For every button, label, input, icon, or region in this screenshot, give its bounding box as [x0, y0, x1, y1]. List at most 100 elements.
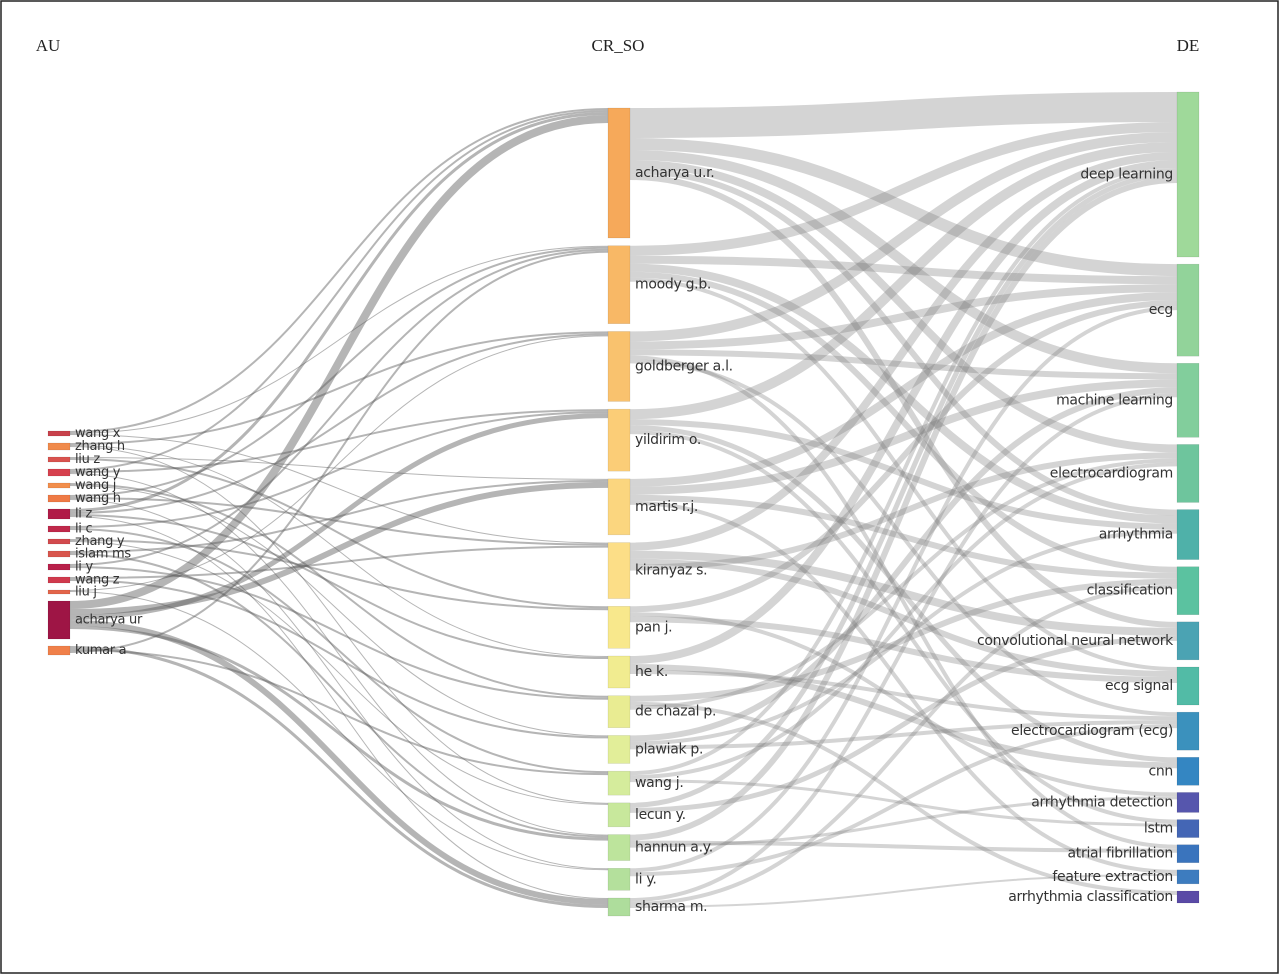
link [69, 481, 609, 615]
link [629, 271, 1178, 573]
link [69, 333, 609, 514]
link [629, 419, 1178, 530]
node-label: convolutional neural network [977, 633, 1174, 649]
link [69, 579, 609, 739]
link [69, 626, 609, 841]
node [1176, 621, 1200, 661]
links [69, 92, 1178, 908]
link [629, 359, 1178, 717]
node [47, 442, 71, 451]
link [629, 160, 1178, 664]
link [69, 335, 609, 591]
link [629, 92, 1178, 138]
node-label: sharma m. [635, 899, 707, 915]
node-label: de chazal p. [635, 704, 716, 720]
node [607, 655, 631, 689]
link [69, 115, 609, 609]
link [69, 483, 609, 698]
node [47, 563, 71, 571]
link [69, 250, 609, 653]
node [47, 600, 71, 640]
node [47, 508, 71, 520]
link [69, 566, 609, 700]
link [69, 553, 609, 838]
link [629, 263, 1178, 524]
node-label: pan j. [635, 619, 672, 635]
node [1176, 444, 1200, 503]
link [629, 138, 1178, 277]
link [629, 132, 1178, 342]
node-label: ecg signal [1105, 678, 1173, 694]
node [607, 331, 631, 402]
node-label: kumar a [75, 643, 126, 658]
node-label: he k. [635, 664, 668, 680]
node [1176, 666, 1200, 706]
node [607, 735, 631, 764]
node [607, 408, 631, 472]
link [629, 174, 1178, 628]
node-label: liu z [75, 452, 100, 467]
node-label: electrocardiogram (ecg) [1011, 723, 1173, 739]
link [629, 387, 1178, 742]
node [607, 868, 631, 891]
link [629, 584, 1178, 906]
link [69, 497, 609, 546]
link [629, 612, 1178, 797]
link [629, 150, 1178, 374]
node [1176, 869, 1200, 885]
link [69, 591, 609, 871]
link [629, 720, 1178, 750]
link [69, 528, 609, 774]
node-label: wang x [75, 426, 121, 441]
link [629, 462, 1178, 780]
link [629, 379, 1178, 495]
node-label: kiranyaz s. [635, 563, 707, 579]
node-label: islam ms [75, 547, 131, 562]
link [69, 479, 609, 553]
link [69, 499, 609, 870]
node-label: li y. [635, 871, 656, 887]
node [1176, 91, 1200, 258]
link [69, 445, 609, 657]
node-label: acharya u.r. [635, 165, 714, 181]
node [607, 478, 631, 536]
node-label: yildirim o. [635, 432, 701, 448]
node-label: cnn [1148, 763, 1173, 779]
node [1176, 363, 1200, 438]
link [69, 541, 609, 805]
node [1176, 711, 1200, 751]
link [629, 430, 1178, 824]
link [69, 473, 609, 836]
link [629, 425, 1178, 763]
node-label: deep learning [1080, 167, 1173, 183]
node [607, 542, 631, 599]
link [69, 514, 609, 659]
link [629, 152, 1178, 551]
node [1176, 792, 1200, 813]
link [629, 306, 1178, 873]
link [69, 245, 609, 434]
link [629, 172, 1178, 808]
link [629, 578, 1178, 702]
node [47, 430, 71, 437]
node-label: moody g.b. [635, 277, 711, 293]
node-label: lecun y. [635, 807, 686, 823]
node [607, 770, 631, 796]
node [607, 897, 631, 917]
link [629, 701, 1178, 895]
column-title: DE [1177, 36, 1200, 55]
node-label: plawiak p. [635, 741, 703, 757]
node [1176, 263, 1200, 357]
node [47, 550, 71, 558]
node-label: wang j [75, 478, 116, 493]
node-label: atrial fibrillation [1068, 846, 1173, 862]
link [69, 516, 609, 899]
link [629, 796, 1178, 848]
link [629, 168, 1178, 516]
node-label: zhang h [75, 439, 125, 454]
column-title: CR_SO [592, 36, 645, 55]
node-label: classification [1087, 583, 1173, 599]
link [69, 458, 609, 609]
